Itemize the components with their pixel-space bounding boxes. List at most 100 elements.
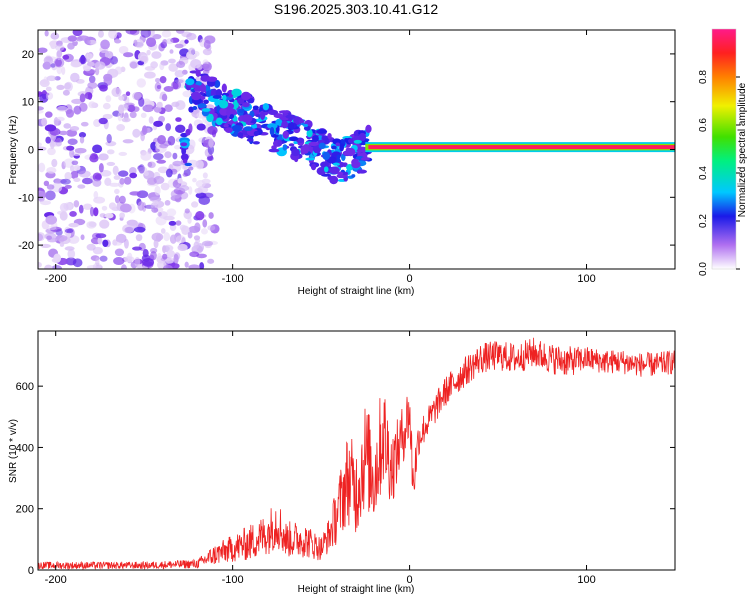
spectrogram-noise-cell bbox=[162, 245, 167, 254]
spectrogram-noise-cell bbox=[47, 147, 56, 156]
spectrogram-noise-cell bbox=[99, 170, 112, 177]
spectrogram-noise-cell bbox=[86, 61, 95, 67]
spectrogram-trend-cell bbox=[351, 160, 361, 169]
spectrogram-noise-cell bbox=[162, 253, 168, 260]
spectrogram-noise-cell bbox=[61, 66, 66, 76]
spectrogram-noise-cell bbox=[146, 37, 157, 48]
spectrogram-noise-cell bbox=[156, 101, 163, 109]
figure-title: S196.2025.303.10.41.G12 bbox=[274, 1, 438, 17]
spectrogram-noise-cell bbox=[102, 102, 111, 110]
spectrogram-noise-cell bbox=[160, 182, 170, 191]
spectrogram-noise-cell bbox=[123, 176, 132, 185]
spectrogram-trend-cell bbox=[288, 143, 295, 147]
spectrogram-noise-cell bbox=[169, 234, 177, 244]
spectrogram-trend-cell bbox=[316, 129, 328, 134]
spectrogram-noise-cell bbox=[105, 95, 112, 103]
spectrogram-noise-cell bbox=[172, 152, 178, 160]
spectrogram-noise-cell bbox=[51, 265, 63, 269]
spectrogram-trend-cell bbox=[365, 124, 372, 133]
spectrogram-noise-cell bbox=[38, 190, 47, 199]
colorbar-tick-label: 0.6 bbox=[698, 118, 709, 132]
spectrogram-noise-cell bbox=[45, 86, 52, 92]
spectrogram-noise-cell bbox=[115, 233, 127, 244]
spectrogram-noise-cell bbox=[184, 208, 190, 214]
spectrogram-noise-cell bbox=[201, 63, 210, 70]
spectrogram-noise-cell bbox=[190, 58, 202, 69]
spectrogram-noise-cell bbox=[45, 92, 54, 100]
colorbar-tick-label: 0.8 bbox=[698, 70, 709, 84]
spectrogram-trend-cell bbox=[191, 91, 202, 101]
spectrogram-noise-cell bbox=[155, 77, 161, 83]
spectrogram-trend-cell bbox=[231, 88, 242, 97]
spectrogram-noise-cell bbox=[82, 203, 93, 210]
spectrogram-noise-cell bbox=[68, 222, 79, 228]
spectrogram-trend-cell bbox=[329, 175, 339, 185]
spectrogram-noise-cell bbox=[196, 123, 206, 131]
spectrogram-noise-cell bbox=[195, 76, 201, 83]
spectrogram-noise-cell bbox=[104, 177, 112, 186]
spectrogram-noise-cell bbox=[64, 171, 72, 181]
spectrogram-noise-cell bbox=[66, 145, 75, 151]
spectrogram-noise-cell bbox=[154, 185, 161, 196]
spectrogram-trend-cell bbox=[318, 142, 326, 150]
spectrogram-noise-cell bbox=[163, 215, 175, 221]
spectrogram-noise-cell bbox=[191, 201, 199, 208]
spectrogram-noise-cell bbox=[43, 180, 50, 187]
spectrogram-trend-cell bbox=[232, 99, 239, 109]
spectrogram-noise-cell bbox=[175, 124, 186, 134]
colorbar-frame bbox=[711, 28, 737, 270]
spectrogram-noise-cell bbox=[158, 115, 165, 123]
colorbar-ticks: 0.0 0.2 0.4 0.6 0.8 bbox=[698, 70, 740, 276]
spectrogram-trend-cell bbox=[335, 142, 340, 147]
spectrogram-noise-cell bbox=[78, 132, 87, 138]
spectrogram-trend-cell bbox=[282, 144, 288, 151]
spectrogram-noise-cell bbox=[49, 140, 55, 150]
snr-series-line bbox=[38, 337, 675, 570]
spectrogram-noise-cell bbox=[86, 39, 91, 45]
spectrogram-noise-cell bbox=[176, 30, 185, 34]
snr-ytick-label: 400 bbox=[16, 442, 34, 454]
spectrogram-trend-cell bbox=[282, 130, 290, 139]
spectrogram-noise-cell bbox=[166, 208, 177, 217]
spectrogram-noise-cell bbox=[147, 161, 156, 169]
spectrogram-noise-cell bbox=[161, 30, 172, 38]
spectrogram-noise-cell bbox=[65, 257, 77, 266]
spectrogram-trend-cell bbox=[240, 91, 252, 101]
spectrogram-noise-cell bbox=[45, 136, 52, 144]
spectrogram-noise-cell bbox=[77, 184, 86, 189]
spectrogram-trend-cell bbox=[320, 161, 329, 168]
spectrogram-noise-cell bbox=[182, 90, 192, 98]
spectrogram-noise-cell bbox=[106, 133, 112, 144]
spectrogram-noise-cell bbox=[188, 47, 196, 55]
spectrogram-trend-cell bbox=[203, 99, 209, 105]
spectrogram-noise-cell bbox=[62, 54, 70, 60]
spectrogram-trend-cell bbox=[201, 108, 211, 112]
spectrogram-noise-cell bbox=[119, 212, 126, 219]
spectrogram-noise-cell bbox=[97, 236, 103, 245]
spectrogram-noise-cell bbox=[38, 162, 46, 173]
spectrogram-noise-cell bbox=[38, 106, 44, 111]
spectrogram-trend-cell bbox=[206, 113, 214, 123]
spectrogram-trend-cell bbox=[180, 142, 188, 147]
spectrogram-trend-cell bbox=[281, 120, 289, 129]
spectrogram-trend-cell bbox=[289, 136, 299, 142]
spectrogram-noise-cell bbox=[181, 225, 190, 235]
spectrogram-noise-cell bbox=[71, 160, 79, 166]
spectrogram-noise-cell bbox=[64, 228, 74, 234]
spectrogram-noise-cell bbox=[129, 191, 141, 196]
spectrogram-trend-cell bbox=[300, 146, 306, 155]
spectrogram-noise-cell bbox=[56, 116, 65, 122]
spectrogram-noise-cell bbox=[38, 233, 44, 242]
spectrogram-noise-cell bbox=[43, 56, 54, 65]
spectrogram-noise-cell bbox=[149, 196, 162, 202]
spectrogram-noise-cell bbox=[99, 213, 106, 218]
carrier-band-core bbox=[368, 145, 675, 150]
spectrogram-noise-cell bbox=[99, 255, 108, 262]
spectrogram-noise-cell bbox=[102, 239, 109, 248]
spectrogram-noise-cell bbox=[58, 130, 68, 136]
colorbar-gradient bbox=[712, 29, 736, 269]
spectrogram-noise-cell bbox=[110, 56, 119, 65]
spectrogram-trend-cell bbox=[328, 166, 340, 175]
spectrogram-noise-cell bbox=[157, 211, 162, 217]
